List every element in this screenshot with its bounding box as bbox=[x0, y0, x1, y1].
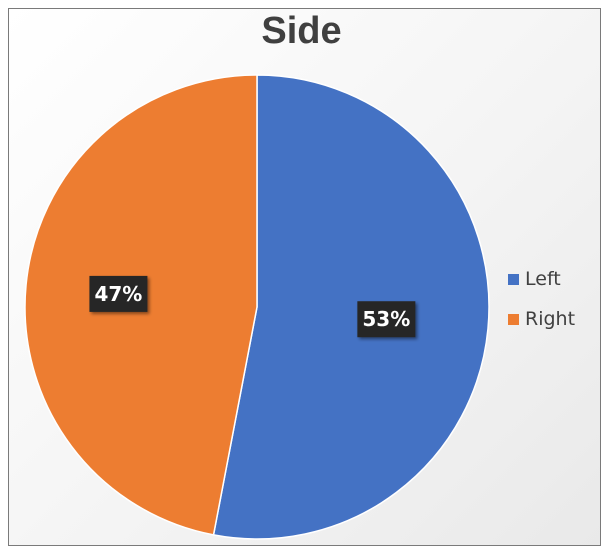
legend-swatch-right bbox=[508, 313, 519, 325]
legend-item-right: Right bbox=[508, 308, 575, 330]
data-label-box-left bbox=[357, 301, 416, 338]
legend-label-left: Left bbox=[525, 268, 561, 290]
slice-left bbox=[212, 74, 490, 540]
legend: Left Right bbox=[508, 268, 575, 348]
data-label-left: 53% bbox=[362, 307, 410, 331]
data-label-box-right bbox=[89, 275, 148, 312]
data-label-right: 47% bbox=[94, 282, 142, 306]
legend-item-left: Left bbox=[508, 268, 575, 290]
legend-swatch-left bbox=[508, 273, 519, 285]
legend-label-right: Right bbox=[525, 308, 576, 330]
chart-title: Side bbox=[261, 10, 342, 52]
